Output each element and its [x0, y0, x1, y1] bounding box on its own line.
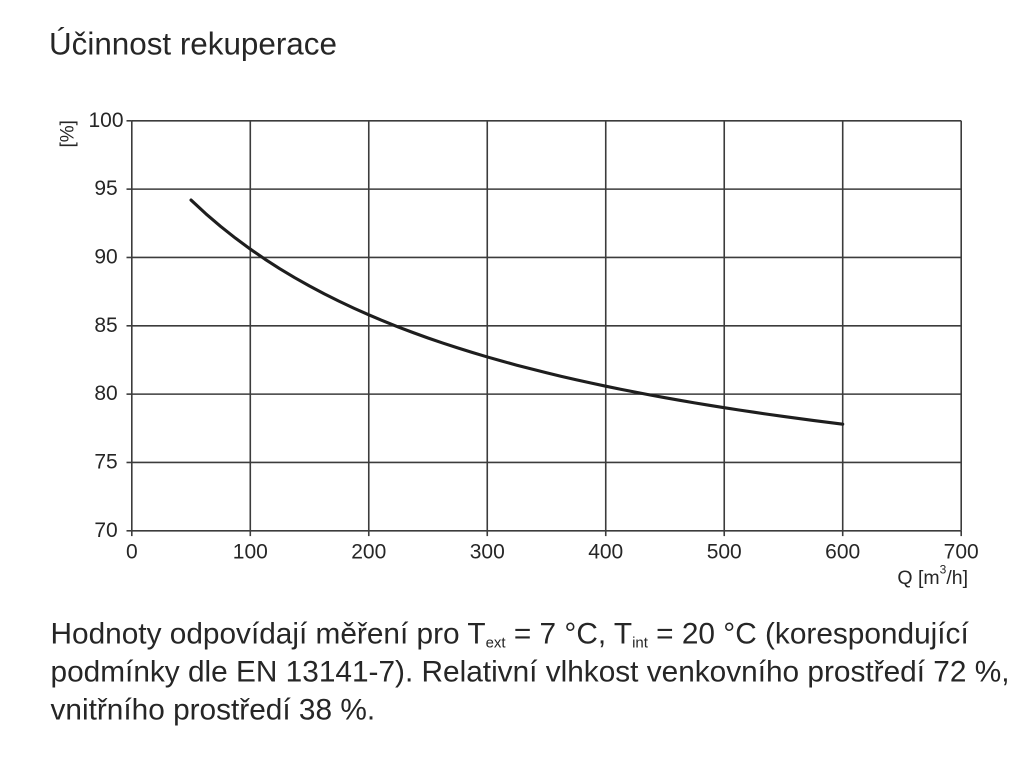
svg-text:podmínky dle EN 13141-7). Rela: podmínky dle EN 13141-7). Relativní vlhk…: [51, 656, 1010, 689]
svg-text:85: 85: [94, 314, 117, 337]
svg-text:100: 100: [233, 541, 268, 564]
svg-text:90: 90: [94, 245, 117, 268]
svg-text:700: 700: [944, 541, 979, 564]
svg-text:vnitřního prostředí 38 %.: vnitřního prostředí 38 %.: [51, 694, 376, 727]
svg-text:200: 200: [351, 541, 386, 564]
svg-text:Hodnoty odpovídají měření pro: Hodnoty odpovídají měření pro Text = 7 °…: [51, 617, 970, 651]
svg-text:Účinnost rekuperace: Účinnost rekuperace: [49, 26, 337, 61]
svg-text:400: 400: [588, 541, 623, 564]
svg-text:95: 95: [94, 177, 117, 200]
svg-text:100: 100: [88, 109, 123, 132]
svg-text:600: 600: [825, 541, 860, 564]
svg-text:300: 300: [470, 541, 505, 564]
svg-text:0: 0: [126, 541, 138, 564]
svg-text:500: 500: [707, 541, 742, 564]
svg-text:70: 70: [94, 519, 117, 542]
svg-text:75: 75: [94, 450, 117, 473]
svg-text:[%]: [%]: [57, 120, 78, 147]
svg-text:80: 80: [94, 382, 117, 405]
svg-text:Q [m3/h]: Q [m3/h]: [897, 563, 968, 590]
